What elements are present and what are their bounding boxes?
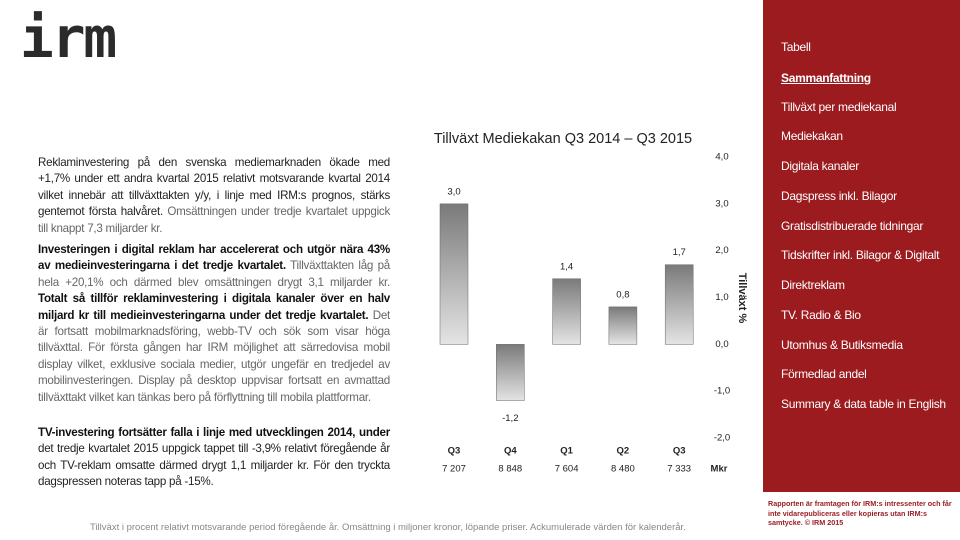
text-run: Reklaminvestering på den svenska mediema… bbox=[38, 156, 390, 219]
menu-item[interactable]: Gratisdistribuerade tidningar bbox=[781, 219, 924, 233]
text-run: TV-investering fortsätter falla i linje … bbox=[38, 426, 390, 439]
turnover-value: 8 848 bbox=[498, 464, 522, 475]
turnover-value: 7 604 bbox=[555, 464, 579, 475]
x-tick-label: Q3 bbox=[673, 446, 686, 457]
menu-item[interactable]: Förmedlad andel bbox=[781, 367, 867, 381]
text-run: Det är fortsatt mobilmarknadsföring, web… bbox=[38, 308, 390, 404]
menu-item[interactable]: Dagspress inkl. Bilagor bbox=[781, 189, 897, 203]
x-tick-label: Q4 bbox=[504, 446, 517, 457]
bar bbox=[608, 306, 638, 345]
y-tick-label: 1,0 bbox=[715, 292, 728, 303]
paragraph: Reklaminvestering på den svenska mediema… bbox=[38, 155, 390, 237]
footnote: Tillväxt i procent relativt motsvarande … bbox=[90, 522, 686, 533]
sidebar: Tabell Sammanfattning Tillväxt per medieka… bbox=[763, 0, 960, 492]
text-run: Investeringen i digital reklam har accel… bbox=[38, 243, 390, 273]
bar bbox=[496, 344, 525, 401]
value-label: -1,2 bbox=[502, 413, 518, 424]
turnover-value: 7 333 bbox=[667, 464, 691, 475]
logo: irm bbox=[20, 6, 117, 71]
bar bbox=[552, 278, 581, 345]
x-tick-label: Q2 bbox=[617, 446, 630, 457]
menu-item[interactable]: Direktreklam bbox=[781, 278, 845, 292]
y-tick-label: 0,0 bbox=[715, 339, 728, 350]
menu-item[interactable]: Utomhus & Butiksmedia bbox=[781, 338, 903, 352]
text-run: Omsättningen under tredje kvartalet uppg… bbox=[38, 205, 390, 235]
turnover-unit: Mkr bbox=[711, 464, 728, 475]
menu-item[interactable]: Mediekakan bbox=[781, 129, 843, 143]
text-run: Tillväxttakten låg på hela +20,1% och dä… bbox=[38, 259, 390, 289]
chart: Tillväxt Mediekakan Q3 2014 – Q3 2015 Ti… bbox=[434, 131, 748, 475]
value-label: 1,4 bbox=[560, 261, 573, 272]
x-tick-label: Q1 bbox=[560, 446, 573, 457]
paragraph: Investeringen i digital reklam har accel… bbox=[38, 242, 390, 406]
value-label: 1,7 bbox=[673, 247, 686, 258]
x-tick-label: Q3 bbox=[448, 446, 461, 457]
menu-item[interactable]: Tillväxt per mediekanal bbox=[781, 100, 897, 114]
text-run: Totalt så tillför reklaminvestering i di… bbox=[38, 292, 390, 322]
menu-item[interactable]: Tidskrifter inkl. Bilagor & Digitalt bbox=[781, 248, 940, 262]
value-label: 0,8 bbox=[616, 289, 629, 300]
y-axis-label: Tillväxt % bbox=[736, 273, 748, 324]
y-tick-label: 4,0 bbox=[715, 152, 728, 163]
bar bbox=[439, 203, 469, 345]
menu-item[interactable]: Tabell bbox=[781, 40, 811, 54]
text-run: det tredje kvartalet 2015 uppgick tappet… bbox=[38, 442, 390, 489]
bar bbox=[664, 264, 694, 345]
disclaimer: Rapporten är framtagen för IRM:s intress… bbox=[768, 499, 952, 527]
turnover-value: 8 480 bbox=[611, 464, 635, 475]
y-tick-label: -1,0 bbox=[714, 386, 730, 397]
menu-item[interactable]: Digitala kanaler bbox=[781, 159, 859, 173]
turnover-value: 7 207 bbox=[442, 464, 466, 475]
chart-title: Tillväxt Mediekakan Q3 2014 – Q3 2015 bbox=[434, 131, 692, 147]
paragraph: TV-investering fortsätter falla i linje … bbox=[38, 425, 390, 491]
value-label: 3,0 bbox=[447, 186, 460, 197]
menu-item[interactable]: TV. Radio & Bio bbox=[781, 308, 861, 322]
y-tick-label: 3,0 bbox=[715, 198, 728, 209]
y-tick-label: -2,0 bbox=[714, 433, 730, 444]
menu-item[interactable]: Summary & data table in English bbox=[781, 397, 946, 411]
menu-item[interactable]: Sammanfattning bbox=[781, 71, 871, 85]
y-tick-label: 2,0 bbox=[715, 245, 728, 256]
